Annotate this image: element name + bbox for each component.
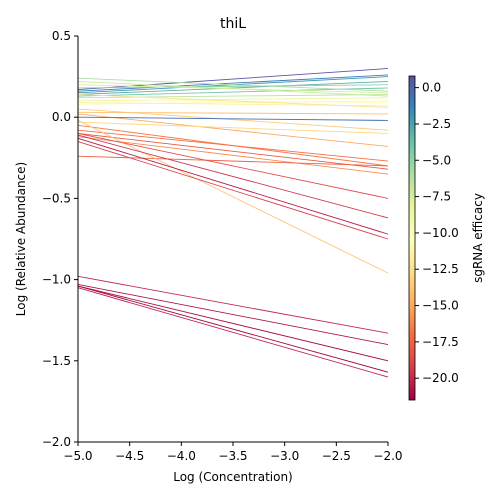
x-tick-label: −2.0 [373,449,402,463]
colorbar: 0.0 −2.5 −5.0 −7.5 −10.0 −12.5 −15.0 −17.5 −20.0… [408,75,485,401]
y-tick-label: −1.5 [42,354,71,368]
colorbar-tick-label: −12.5 [422,262,459,276]
x-tick-label: −4.5 [115,449,144,463]
series-line-17 [77,113,389,147]
y-tick-label: −0.5 [42,191,71,205]
x-tick-label: −2.5 [322,449,351,463]
series-line-32 [77,285,389,362]
colorbar-gradient [408,75,416,401]
series-line-9 [77,94,389,99]
series-line-6 [77,77,389,92]
y-tick-label: 0.0 [52,110,71,124]
x-tick-label: −4.0 [167,449,196,463]
colorbar-label: sgRNA efficacy [471,193,485,283]
series-line-19 [77,121,389,134]
x-axis-label: Log (Concentration) [173,470,293,484]
y-tick-label: −1.0 [42,273,71,287]
y-tick-label: 0.5 [52,29,71,43]
series-line-1 [77,74,389,92]
series-line-5 [77,84,389,89]
colorbar-tick-label: −10.0 [422,226,459,240]
y-tick-label: −2.0 [42,435,71,449]
series-line-27 [77,134,389,219]
x-tick-label: −5.0 [63,449,92,463]
series-line-3 [77,81,389,95]
colorbar-tick-label: 0.0 [422,81,441,95]
series-line-31 [77,284,389,346]
x-tick-label: −3.0 [270,449,299,463]
colorbar-ticks: 0.0 −2.5 −5.0 −7.5 −10.0 −12.5 −15.0 −17.5 −20.0 [415,81,459,385]
series-line-25 [77,120,389,274]
y-ticks: −2.0 −1.5 −1.0 −0.5 0.0 0.5 [42,29,78,449]
colorbar-tick-label: −5.0 [422,153,451,167]
series-line-30 [77,275,389,334]
series-line-8 [77,84,389,94]
x-tick-label: −3.5 [218,449,247,463]
series-line-16 [77,111,389,115]
y-axis-label: Log (Relative Abundance) [14,162,28,316]
series-line-24 [77,155,389,167]
chart-title: thiL [220,16,246,32]
colorbar-tick-label: −7.5 [422,190,451,204]
series-line-11 [77,100,389,105]
colorbar-tick-label: −15.0 [422,299,459,313]
series-line-29 [77,141,389,240]
series-line-34 [77,287,389,378]
series-line-10 [77,97,389,102]
series-line-22 [77,132,389,170]
series-line-33 [77,285,389,373]
series-line-18 [77,116,389,121]
series-line-23 [77,136,389,175]
series-line-28 [77,137,389,235]
series-line-14 [77,94,389,108]
colorbar-tick-label: −20.0 [422,371,459,385]
series-line-26 [77,132,389,199]
x-ticks: −5.0 −4.5 −4.0 −3.5 −3.0 −2.5 −2.0 [63,442,403,463]
colorbar-tick-label: −17.5 [422,335,459,349]
series-line-21 [77,129,389,162]
colorbar-tick-label: −2.5 [422,117,451,131]
series-layer [77,68,389,378]
